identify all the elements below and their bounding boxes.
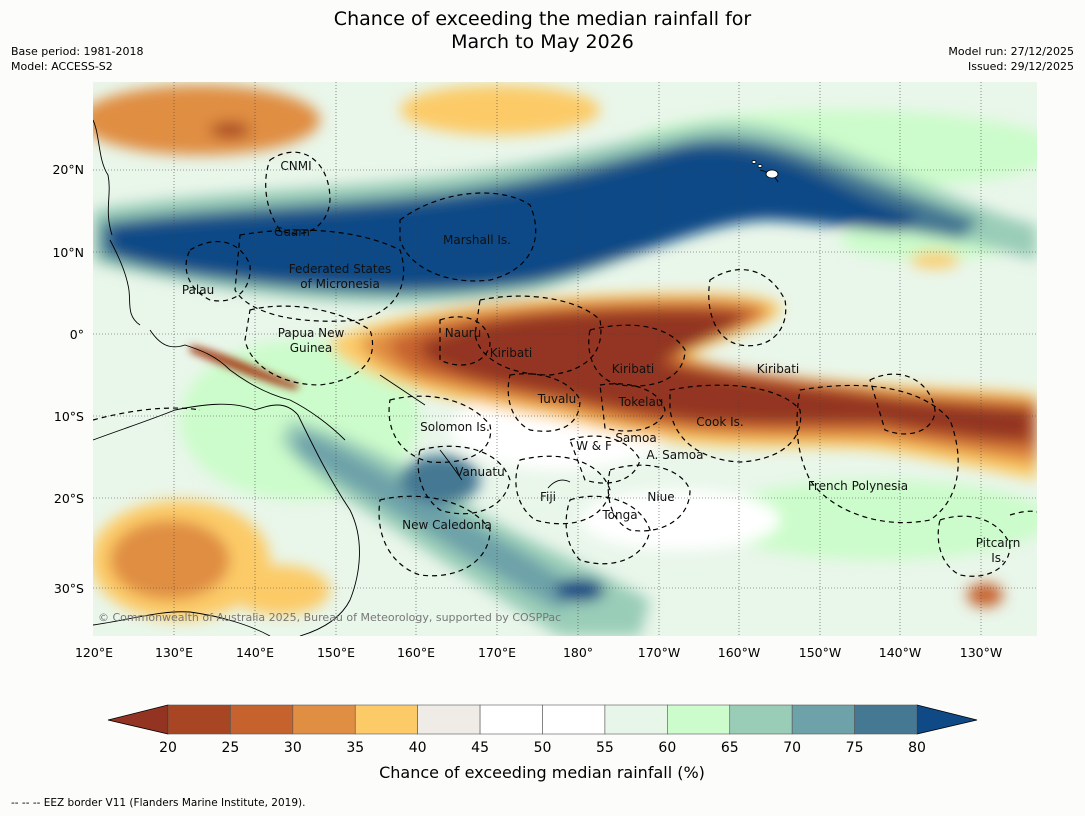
colorbar-under-arrow [107, 704, 169, 735]
lon-tick: 130°W [960, 645, 1002, 660]
label-nauru: Nauru [445, 326, 481, 340]
label-fsm-2: of Micronesia [300, 277, 380, 291]
copyright-credit: © Commonwealth of Australia 2025, Bureau… [98, 611, 561, 624]
label-tuvalu: Tuvalu [537, 392, 577, 406]
label-fsm-1: Federated States [289, 262, 391, 276]
colorbar: 20 25 30 35 40 45 50 55 60 65 70 75 80 Chance of exc… [107, 704, 978, 782]
colorbar-segment [230, 704, 294, 735]
colorbar-segment [667, 704, 731, 735]
model-name: Model: ACCESS-S2 [11, 60, 113, 73]
lon-tick: 160°E [397, 645, 435, 660]
label-png-2: Guinea [290, 341, 333, 355]
label-palau: Palau [182, 283, 214, 297]
lat-tick: 10°S [54, 409, 84, 424]
colorbar-tick-label: 45 [471, 740, 489, 756]
label-png-1: Papua New [278, 326, 345, 340]
colorbar-segment [729, 704, 793, 735]
colorbar-segment [479, 704, 543, 735]
colorbar-labels: 20 25 30 35 40 45 50 55 60 65 70 75 80 [159, 740, 926, 756]
lat-tick: 30°S [54, 581, 84, 596]
meta-right: Model run: 27/12/2025 Issued: 29/12/2025 [948, 44, 1074, 74]
coastlines [93, 119, 779, 636]
eez-footnote: -- -- -- EEZ border V11 (Flanders Marine… [11, 797, 306, 809]
colorbar-tick-label: 20 [159, 740, 177, 756]
label-tonga: Tonga [601, 508, 637, 522]
colorbar-segment [354, 704, 418, 735]
colorbar-tick-label: 75 [846, 740, 864, 756]
gridlines [93, 82, 1037, 636]
lat-tick: 0° [70, 327, 84, 342]
label-french-polynesia: French Polynesia [808, 479, 908, 493]
map-title: Chance of exceeding the median rainfall … [0, 8, 1085, 54]
longitude-ticks: 120°E 130°E 140°E 150°E 160°E 170°E 180°… [75, 645, 1002, 660]
colorbar-tick-label: 65 [721, 740, 739, 756]
colorbar-tick-label: 60 [658, 740, 676, 756]
colorbar-tick-label: 55 [596, 740, 614, 756]
hawaii-islands [751, 160, 779, 179]
lat-tick: 10°N [52, 245, 84, 260]
lat-tick: 20°N [52, 162, 84, 177]
label-fiji: Fiji [540, 490, 556, 504]
lat-tick: 20°S [54, 491, 84, 506]
latitude-ticks: 20°N 10°N 0° 10°S 20°S 30°S [52, 162, 84, 596]
colorbar-segment [417, 704, 481, 735]
label-pitcairn-2: Is. [991, 551, 1005, 565]
label-vanuatu: Vanuatu [455, 465, 505, 479]
label-american-samoa: A. Samoa [647, 448, 704, 462]
base-period: Base period: 1981-2018 [11, 45, 144, 58]
model-run: Model run: 27/12/2025 [948, 45, 1074, 58]
lon-tick: 120°E [75, 645, 113, 660]
colorbar-tick-label: 70 [783, 740, 801, 756]
label-pitcairn-1: Pitcairn [976, 536, 1021, 550]
colorbar-tick-label: 30 [284, 740, 302, 756]
colorbar-tick-label: 35 [346, 740, 364, 756]
label-kiribati-central: Kiribati [612, 362, 654, 376]
colorbar-segment [167, 704, 231, 735]
colorbar-over-arrow [916, 704, 978, 735]
colorbar-tick-label: 40 [409, 740, 427, 756]
label-guam: Guam [274, 225, 310, 239]
lon-tick: 140°E [236, 645, 274, 660]
colorbar-title: Chance of exceeding median rainfall (%) [379, 763, 705, 782]
colorbar-segment [292, 704, 356, 735]
label-kiribati-east: Kiribati [757, 362, 799, 376]
label-kiribati-west: Kiribati [490, 346, 532, 360]
eez-borders [93, 151, 1037, 577]
colorbar-segment [542, 704, 606, 735]
label-cook: Cook Is. [696, 415, 743, 429]
meta-left: Base period: 1981-2018 Model: ACCESS-S2 [11, 44, 143, 74]
lon-tick: 130°E [155, 645, 193, 660]
title-line-1: Chance of exceeding the median rainfall … [333, 8, 752, 30]
label-wf: W & F [576, 439, 612, 453]
label-cnmi: CNMI [280, 159, 311, 173]
lon-tick: 170°W [638, 645, 680, 660]
label-marshall: Marshall Is. [443, 233, 511, 247]
colorbar-segment [604, 704, 668, 735]
rainfall-field: CNMI Guam Marshall Is. Federated States … [93, 82, 1037, 636]
lon-tick: 180° [563, 645, 593, 660]
colorbar-segment [791, 704, 855, 735]
region-labels: CNMI Guam Marshall Is. Federated States … [182, 159, 1020, 565]
lon-tick: 150°W [799, 645, 841, 660]
lon-tick: 170°E [478, 645, 516, 660]
colorbar-tick-label: 80 [908, 740, 926, 756]
label-niue: Niue [647, 490, 674, 504]
colorbar-segment [854, 704, 918, 735]
lon-tick: 140°W [879, 645, 921, 660]
colorbar-tick-label: 25 [222, 740, 240, 756]
label-new-caledonia: New Caledonia [402, 518, 492, 532]
label-samoa: Samoa [615, 431, 656, 445]
colorbar-tick-label: 50 [534, 740, 552, 756]
lon-tick: 150°E [317, 645, 355, 660]
label-solomon: Solomon Is. [420, 420, 490, 434]
colorbar-segments [167, 704, 918, 735]
lon-tick: 160°W [718, 645, 760, 660]
title-line-2: March to May 2026 [451, 31, 634, 53]
issued-date: Issued: 29/12/2025 [967, 60, 1074, 73]
label-tokelau: Tokelau [618, 395, 664, 409]
